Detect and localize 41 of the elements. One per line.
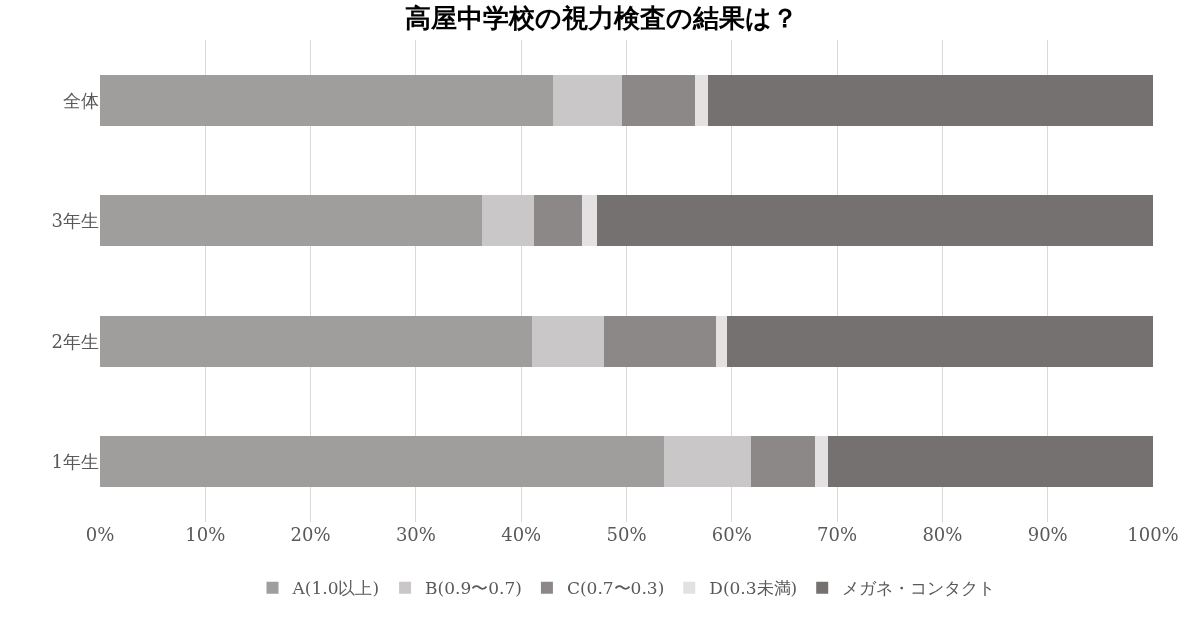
y-tick-label: 1年生 [51, 451, 99, 473]
bar [100, 74, 553, 126]
x-tick-label: 0% [85, 524, 115, 545]
legend-label: A(1.0以上) [291, 578, 380, 599]
bar [622, 74, 695, 126]
chart-title: 高屋中学校の視力検査の結果は？ [405, 3, 798, 34]
x-tick-label: 30% [395, 524, 436, 545]
x-tick-label: 100% [1127, 524, 1179, 545]
bar [531, 315, 605, 367]
x-tick-label: 40% [501, 524, 542, 545]
bar [726, 315, 1153, 367]
x-tick-label: 90% [1027, 524, 1068, 545]
legend-label: D(0.3未満) [709, 578, 798, 599]
bar [707, 74, 1153, 126]
y-tick-label: 全体 [63, 89, 99, 111]
x-tick-label: 10% [185, 524, 226, 545]
bar [100, 315, 532, 367]
x-tick-label: 80% [922, 524, 963, 545]
bar [814, 436, 828, 488]
y-tick-label: 2年生 [51, 330, 99, 352]
bar [533, 195, 583, 247]
bar [604, 315, 717, 367]
x-tick-label: 70% [817, 524, 858, 545]
bar [597, 195, 1153, 247]
legend-label: C(0.7〜0.3) [566, 578, 665, 599]
bar [482, 195, 534, 247]
bar [100, 436, 665, 488]
bar [694, 74, 708, 126]
bar [552, 74, 623, 126]
bar [716, 315, 727, 367]
x-tick-label: 20% [290, 524, 331, 545]
x-tick-label: 60% [711, 524, 752, 545]
bar [664, 436, 751, 488]
x-tick-label: 50% [606, 524, 647, 545]
bar [100, 195, 483, 247]
bar [750, 436, 815, 488]
y-tick-label: 3年生 [51, 210, 99, 232]
bar [827, 436, 1153, 488]
legend-label: メガネ・コンタクト [842, 578, 996, 599]
legend-label: B(0.9〜0.7) [425, 578, 522, 599]
bar [582, 195, 598, 247]
